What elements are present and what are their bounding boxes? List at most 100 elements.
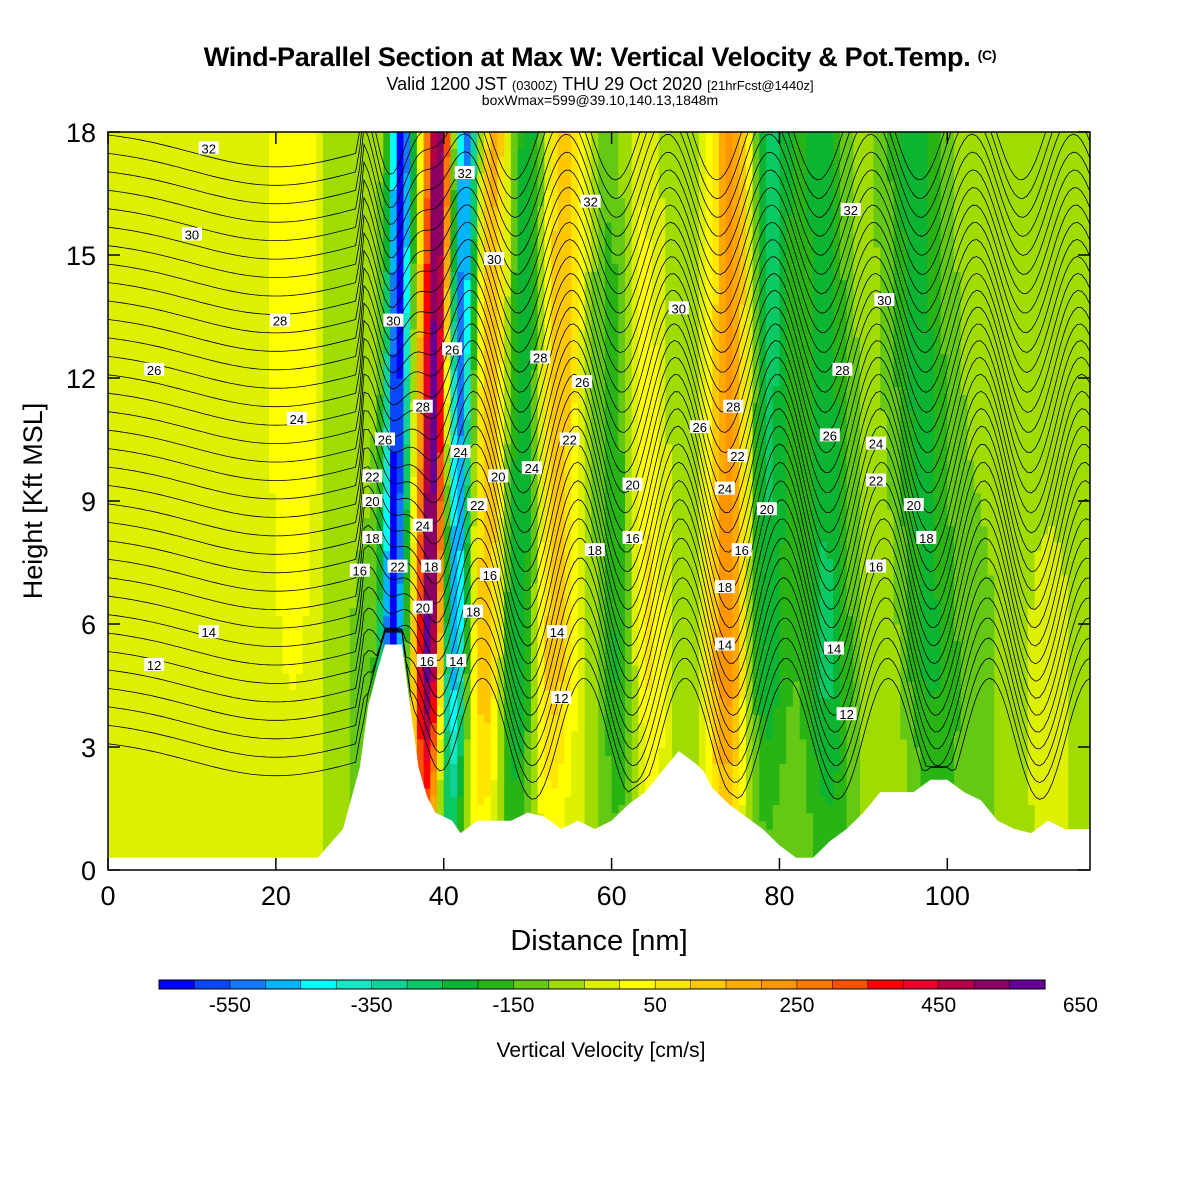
- velocity-cell: [430, 731, 437, 740]
- velocity-cell: [390, 148, 397, 157]
- velocity-cell: [249, 632, 256, 641]
- velocity-cell: [262, 411, 269, 420]
- velocity-cell: [289, 485, 296, 494]
- velocity-cell: [215, 296, 222, 305]
- velocity-cell: [249, 747, 256, 756]
- velocity-cell: [390, 230, 397, 239]
- velocity-cell: [182, 206, 189, 215]
- velocity-cell: [222, 296, 229, 305]
- velocity-cell: [162, 189, 169, 198]
- velocity-cell: [115, 148, 122, 157]
- velocity-cell: [471, 542, 478, 551]
- velocity-cell: [276, 353, 283, 362]
- velocity-cell: [222, 345, 229, 354]
- velocity-cell: [269, 706, 276, 715]
- velocity-cell: [437, 460, 444, 469]
- velocity-cell: [182, 173, 189, 182]
- velocity-cell: [430, 362, 437, 371]
- velocity-cell: [397, 460, 404, 469]
- velocity-cell: [303, 321, 310, 330]
- velocity-cell: [289, 829, 296, 838]
- velocity-cell: [276, 796, 283, 805]
- velocity-cell: [135, 640, 142, 649]
- velocity-cell: [249, 845, 256, 854]
- velocity-cell: [383, 239, 390, 248]
- velocity-cell: [330, 681, 337, 690]
- velocity-cell: [424, 427, 431, 436]
- velocity-cell: [444, 780, 451, 789]
- velocity-cell: [424, 255, 431, 264]
- velocity-cell: [303, 845, 310, 854]
- velocity-cell: [417, 362, 424, 371]
- velocity-cell: [296, 599, 303, 608]
- velocity-cell: [269, 632, 276, 641]
- velocity-cell: [269, 157, 276, 166]
- velocity-cell: [222, 681, 229, 690]
- velocity-cell: [209, 681, 216, 690]
- velocity-cell: [209, 550, 216, 559]
- velocity-cell: [262, 763, 269, 772]
- velocity-cell: [296, 181, 303, 190]
- velocity-cell: [269, 411, 276, 420]
- velocity-cell: [236, 353, 243, 362]
- velocity-cell: [330, 140, 337, 149]
- velocity-cell: [323, 608, 330, 617]
- velocity-cell: [115, 140, 122, 149]
- velocity-cell: [336, 362, 343, 371]
- velocity-cell: [189, 288, 196, 297]
- velocity-cell: [182, 829, 189, 838]
- velocity-cell: [209, 608, 216, 617]
- velocity-cell: [242, 485, 249, 494]
- velocity-cell: [175, 526, 182, 535]
- velocity-cell: [289, 747, 296, 756]
- velocity-cell: [417, 296, 424, 305]
- velocity-cell: [142, 222, 149, 231]
- velocity-cell: [108, 255, 115, 264]
- velocity-cell: [256, 690, 263, 699]
- velocity-cell: [471, 698, 478, 707]
- velocity-cell: [168, 468, 175, 477]
- velocity-cell: [430, 239, 437, 248]
- velocity-cell: [229, 698, 236, 707]
- velocity-cell: [343, 165, 350, 174]
- velocity-cell: [209, 788, 216, 797]
- velocity-cell: [457, 239, 464, 248]
- velocity-cell: [148, 829, 155, 838]
- velocity-cell: [437, 657, 444, 666]
- velocity-cell: [464, 788, 471, 797]
- velocity-cell: [283, 345, 290, 354]
- velocity-cell: [397, 419, 404, 428]
- velocity-cell: [316, 337, 323, 346]
- velocity-cell: [390, 542, 397, 551]
- velocity-cell: [222, 567, 229, 576]
- velocity-cell: [249, 837, 256, 846]
- velocity-cell: [135, 763, 142, 772]
- velocity-cell: [236, 616, 243, 625]
- velocity-cell: [296, 591, 303, 600]
- velocity-cell: [269, 353, 276, 362]
- velocity-cell: [135, 681, 142, 690]
- velocity-cell: [182, 353, 189, 362]
- velocity-cell: [115, 255, 122, 264]
- velocity-cell: [155, 444, 162, 453]
- velocity-cell: [283, 132, 290, 141]
- velocity-cell: [256, 649, 263, 658]
- velocity-cell: [155, 386, 162, 395]
- velocity-cell: [115, 624, 122, 633]
- velocity-cell: [383, 304, 390, 313]
- velocity-cell: [229, 788, 236, 797]
- velocity-cell: [269, 189, 276, 198]
- velocity-cell: [256, 206, 263, 215]
- velocity-cell: [175, 690, 182, 699]
- velocity-cell: [195, 271, 202, 280]
- velocity-cell: [323, 419, 330, 428]
- velocity-cell: [168, 189, 175, 198]
- velocity-cell: [175, 788, 182, 797]
- velocity-cell: [276, 271, 283, 280]
- velocity-cell: [303, 690, 310, 699]
- velocity-cell: [115, 222, 122, 231]
- velocity-cell: [269, 263, 276, 272]
- velocity-cell: [222, 813, 229, 822]
- velocity-cell: [256, 271, 263, 280]
- velocity-cell: [309, 763, 316, 772]
